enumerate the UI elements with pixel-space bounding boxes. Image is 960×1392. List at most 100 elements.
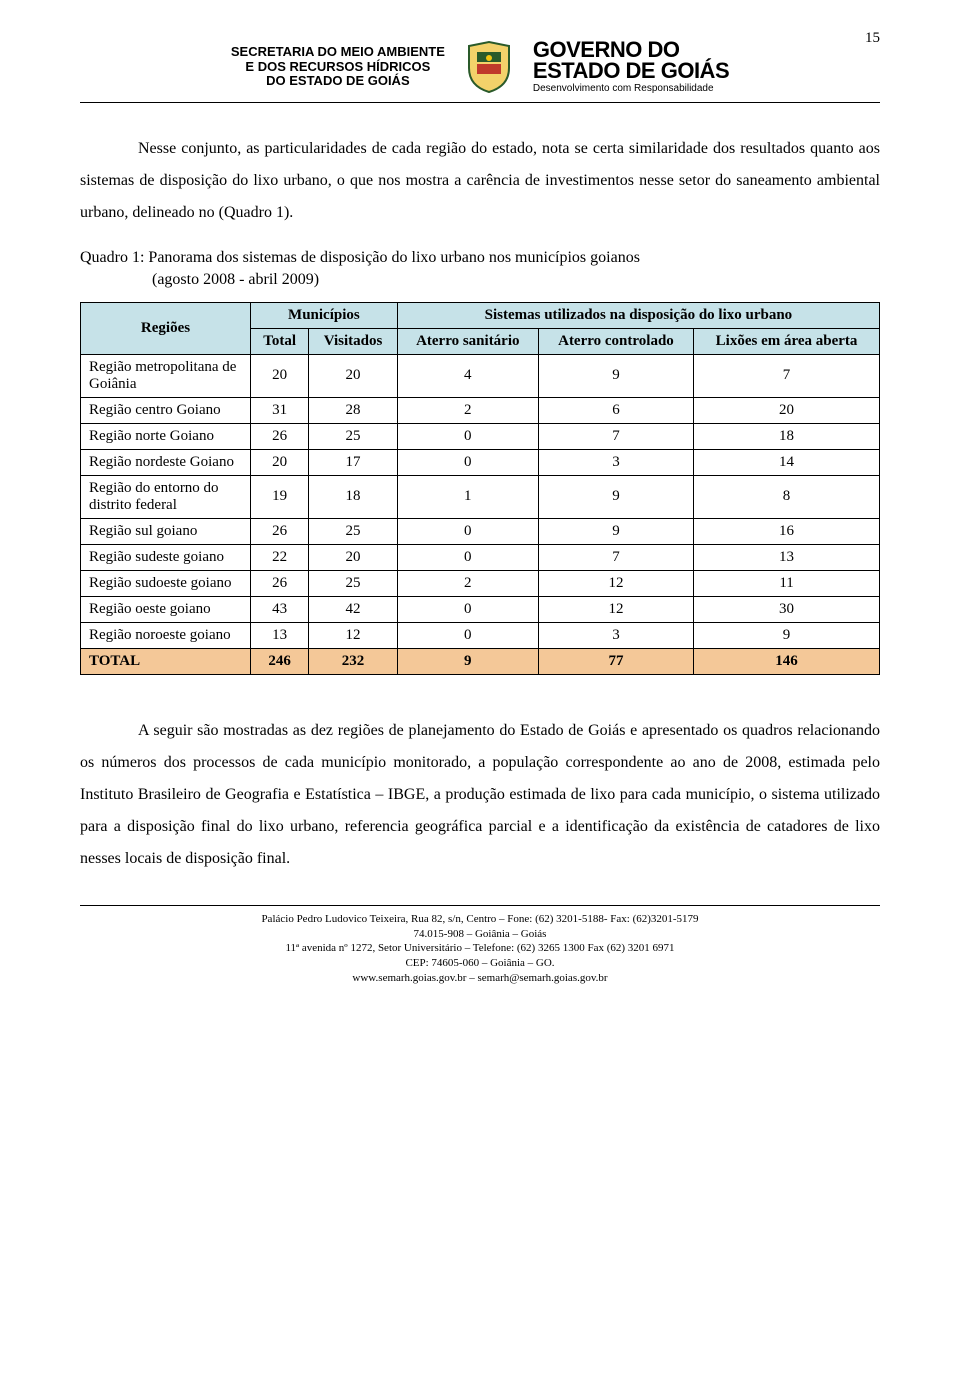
cell-visitados: 20 (309, 354, 398, 397)
cell-region: Região do entorno do distrito federal (81, 475, 251, 518)
cell-region: Região norte Goiano (81, 423, 251, 449)
footer-line2: 74.015-908 – Goiânia – Goiás (80, 927, 880, 942)
cell-region: Região oeste goiano (81, 596, 251, 622)
th-regioes: Regiões (81, 302, 251, 354)
cell-con: 6 (538, 397, 693, 423)
cell-con: 9 (538, 518, 693, 544)
table-header: Regiões Municípios Sistemas utilizados n… (81, 302, 880, 354)
cell-total: 20 (251, 449, 309, 475)
cell-total: 26 (251, 570, 309, 596)
cell-san: 2 (397, 570, 538, 596)
governo-block: GOVERNO DO ESTADO DE GOIÁS Desenvolvimen… (533, 40, 729, 93)
header-divider (80, 102, 880, 103)
cell-visitados: 17 (309, 449, 398, 475)
table-row: Região do entorno do distrito federal191… (81, 475, 880, 518)
document-page: 15 SECRETARIA DO MEIO AMBIENTE E DOS REC… (0, 0, 960, 1006)
cell-total-total: 246 (251, 648, 309, 674)
cell-lix: 7 (694, 354, 880, 397)
cell-region: Região nordeste Goiano (81, 449, 251, 475)
table-caption: Quadro 1: Panorama dos sistemas de dispo… (80, 247, 880, 292)
table-row: Região oeste goiano434201230 (81, 596, 880, 622)
cell-total: 26 (251, 423, 309, 449)
cell-visitados: 25 (309, 518, 398, 544)
footer-line1: Palácio Pedro Ludovico Teixeira, Rua 82,… (80, 912, 880, 927)
cell-region: Região metropolitana de Goiânia (81, 354, 251, 397)
table-row: Região nordeste Goiano20170314 (81, 449, 880, 475)
cell-lix: 14 (694, 449, 880, 475)
cell-san: 0 (397, 622, 538, 648)
governo-subtitle: Desenvolvimento com Responsabilidade (533, 84, 729, 94)
footer-line5: www.semarh.goias.gov.br – semarh@semarh.… (80, 971, 880, 986)
table-caption-line2: (agosto 2008 - abril 2009) (80, 269, 880, 291)
cell-san: 4 (397, 354, 538, 397)
paragraph-intro: Nesse conjunto, as particularidades de c… (80, 133, 880, 229)
table-row: Região metropolitana de Goiânia2020497 (81, 354, 880, 397)
cell-san: 0 (397, 518, 538, 544)
cell-total-san: 9 (397, 648, 538, 674)
th-sistemas: Sistemas utilizados na disposição do lix… (397, 302, 879, 328)
cell-total-con: 77 (538, 648, 693, 674)
cell-con: 12 (538, 596, 693, 622)
table-row: Região centro Goiano31282620 (81, 397, 880, 423)
cell-con: 7 (538, 544, 693, 570)
cell-total: 43 (251, 596, 309, 622)
cell-visitados: 28 (309, 397, 398, 423)
table-caption-line1: Quadro 1: Panorama dos sistemas de dispo… (80, 249, 640, 266)
cell-lix: 11 (694, 570, 880, 596)
cell-region: Região noroeste goiano (81, 622, 251, 648)
cell-lix: 13 (694, 544, 880, 570)
table-row: Região sudoeste goiano262521211 (81, 570, 880, 596)
footer: Palácio Pedro Ludovico Teixeira, Rua 82,… (80, 912, 880, 986)
cell-total: 13 (251, 622, 309, 648)
th-total: Total (251, 328, 309, 354)
cell-total: 22 (251, 544, 309, 570)
cell-san: 0 (397, 423, 538, 449)
cell-visitados: 42 (309, 596, 398, 622)
cell-san: 0 (397, 596, 538, 622)
th-aterro-san: Aterro sanitário (397, 328, 538, 354)
table-total-row: TOTAL246232977146 (81, 648, 880, 674)
cell-con: 9 (538, 354, 693, 397)
footer-line3: 11ª avenida nº 1272, Setor Universitário… (80, 941, 880, 956)
cell-san: 2 (397, 397, 538, 423)
secretaria-line1: SECRETARIA DO MEIO AMBIENTE (231, 45, 445, 60)
paragraph-followup: A seguir são mostradas as dez regiões de… (80, 715, 880, 875)
cell-total: 31 (251, 397, 309, 423)
secretaria-line3: DO ESTADO DE GOIÁS (231, 74, 445, 89)
cell-con: 3 (538, 449, 693, 475)
secretaria-block: SECRETARIA DO MEIO AMBIENTE E DOS RECURS… (231, 45, 445, 90)
cell-region: Região sudeste goiano (81, 544, 251, 570)
cell-con: 12 (538, 570, 693, 596)
cell-visitados: 20 (309, 544, 398, 570)
cell-lix: 8 (694, 475, 880, 518)
cell-lix: 9 (694, 622, 880, 648)
cell-visitados: 25 (309, 423, 398, 449)
th-visitados: Visitados (309, 328, 398, 354)
cell-visitados: 18 (309, 475, 398, 518)
cell-san: 0 (397, 544, 538, 570)
cell-total: 19 (251, 475, 309, 518)
cell-con: 7 (538, 423, 693, 449)
cell-con: 9 (538, 475, 693, 518)
table-body: Região metropolitana de Goiânia2020497Re… (81, 354, 880, 674)
cell-lix: 18 (694, 423, 880, 449)
table-row: Região sudeste goiano22200713 (81, 544, 880, 570)
table-row: Região sul goiano26250916 (81, 518, 880, 544)
data-table: Regiões Municípios Sistemas utilizados n… (80, 302, 880, 675)
cell-region: Região sul goiano (81, 518, 251, 544)
page-number: 15 (865, 30, 880, 47)
letterhead: SECRETARIA DO MEIO AMBIENTE E DOS RECURS… (80, 40, 880, 94)
cell-san: 0 (397, 449, 538, 475)
footer-divider (80, 905, 880, 906)
cell-total-visitados: 232 (309, 648, 398, 674)
cell-lix: 30 (694, 596, 880, 622)
cell-san: 1 (397, 475, 538, 518)
table-row: Região norte Goiano26250718 (81, 423, 880, 449)
th-lixoes: Lixões em área aberta (694, 328, 880, 354)
cell-total-lix: 146 (694, 648, 880, 674)
cell-total-label: TOTAL (81, 648, 251, 674)
cell-total: 26 (251, 518, 309, 544)
governo-line2: ESTADO DE GOIÁS (533, 61, 729, 82)
secretaria-line2: E DOS RECURSOS HÍDRICOS (231, 60, 445, 75)
cell-lix: 20 (694, 397, 880, 423)
